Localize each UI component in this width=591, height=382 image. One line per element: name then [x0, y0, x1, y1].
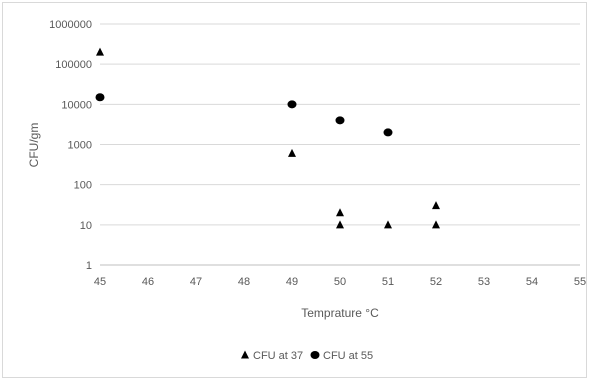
x-tick-label: 53	[478, 276, 490, 288]
triangle-point	[384, 220, 392, 229]
x-tick-label: 46	[142, 276, 154, 288]
circle-point	[287, 100, 297, 109]
y-tick-labels: 1 10 100 1000 10000 100000 1000000	[49, 19, 92, 272]
y-tick-label: 10000	[61, 99, 92, 111]
circle-point	[95, 93, 105, 102]
y-tick-label: 100000	[55, 59, 92, 71]
gridlines	[100, 23, 580, 226]
data-points	[95, 47, 440, 229]
legend-marker	[310, 351, 320, 359]
triangle-point	[432, 201, 440, 210]
y-tick-label: 1000	[68, 140, 92, 152]
circle-point	[335, 116, 345, 125]
x-tick-label: 55	[574, 276, 586, 288]
x-tick-label: 45	[94, 276, 106, 288]
triangle-point	[96, 47, 104, 56]
x-tick-label: 54	[526, 276, 538, 288]
y-tick-label: 100	[74, 180, 92, 192]
x-axis-label: Temprature °C	[301, 306, 379, 320]
chart-frame	[2, 2, 587, 378]
y-axis-label: CFU/gm	[27, 123, 41, 168]
triangle-point	[336, 220, 344, 229]
triangle-point	[336, 208, 344, 217]
legend: CFU at 37 CFU at 55	[241, 350, 373, 362]
x-tick-label: 52	[430, 276, 442, 288]
x-tick-label: 50	[334, 276, 346, 288]
x-tick-labels: 45 46 47 48 49 50 51 52 53 54 55	[94, 276, 586, 288]
x-tick-label: 47	[190, 276, 202, 288]
y-tick-label: 1000000	[49, 19, 92, 31]
legend-label: CFU at 37	[253, 350, 303, 362]
circle-point	[383, 128, 393, 137]
legend-marker	[241, 350, 249, 359]
x-tick-label: 49	[286, 276, 298, 288]
y-tick-label: 10	[80, 220, 92, 232]
x-tick-label: 51	[382, 276, 394, 288]
x-tick-label: 48	[238, 276, 250, 288]
legend-label: CFU at 55	[323, 350, 373, 362]
y-tick-label: 1	[86, 260, 92, 272]
triangle-point	[288, 148, 296, 157]
triangle-point	[432, 220, 440, 229]
